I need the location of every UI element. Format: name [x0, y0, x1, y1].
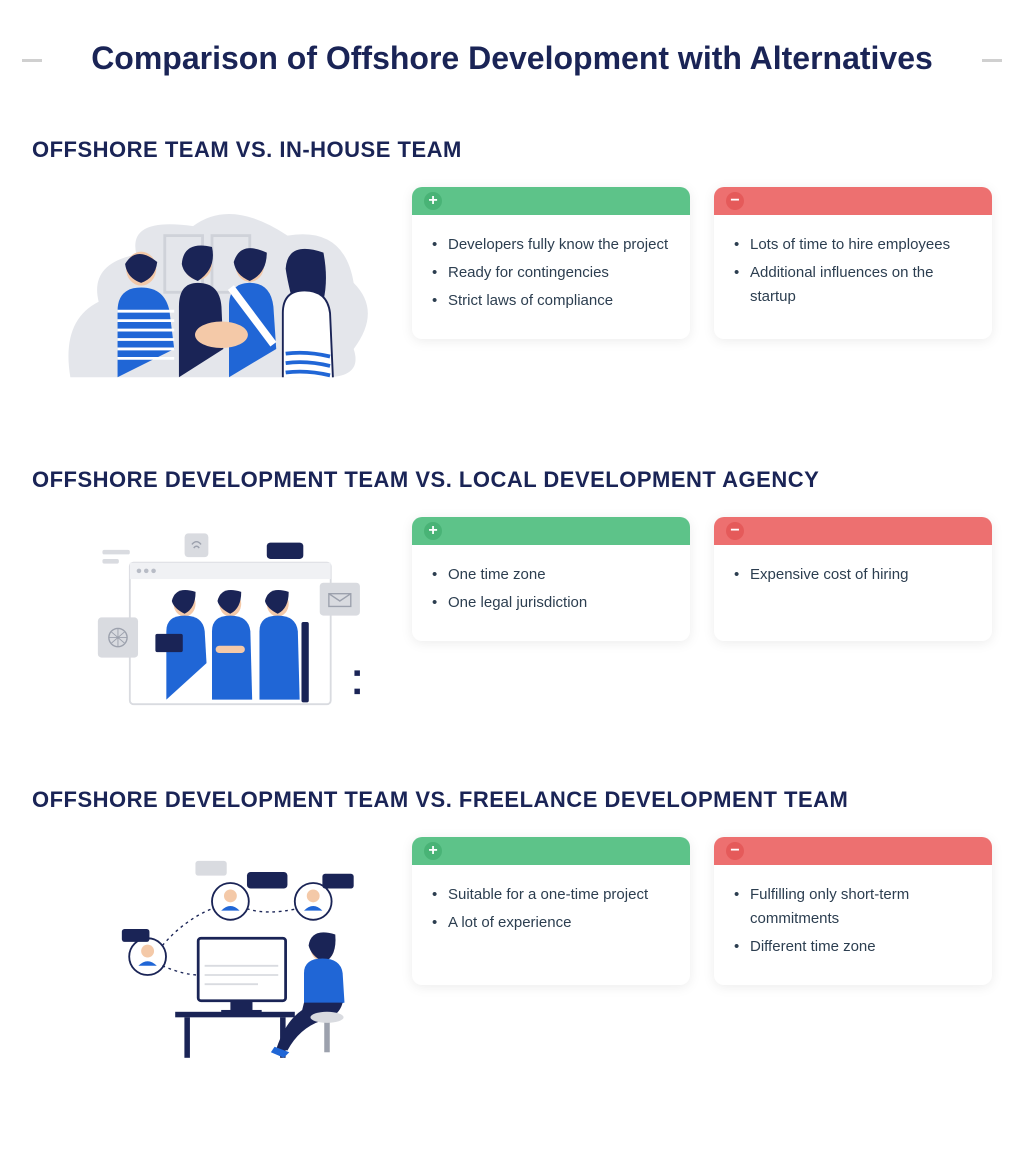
list-item: Expensive cost of hiring — [734, 563, 972, 587]
section-heading: OFFSHORE DEVELOPMENT TEAM VS. FREELANCE … — [32, 787, 992, 813]
page-title: Comparison of Offshore Development with … — [32, 40, 992, 77]
pros-card: + Suitable for a one-time project A lot … — [412, 837, 690, 985]
cons-header: − — [714, 837, 992, 865]
list-item: Strict laws of compliance — [432, 289, 670, 313]
list-item: One legal jurisdiction — [432, 591, 670, 615]
cons-card: − Lots of time to hire employees Additio… — [714, 187, 992, 339]
pros-header: + — [412, 187, 690, 215]
plus-icon: + — [424, 522, 442, 540]
plus-icon: + — [424, 842, 442, 860]
pros-list: One time zone One legal jurisdiction — [432, 563, 670, 615]
section-heading: OFFSHORE TEAM VS. IN-HOUSE TEAM — [32, 137, 992, 163]
list-item: Lots of time to hire employees — [734, 233, 972, 257]
section-freelance: OFFSHORE DEVELOPMENT TEAM VS. FREELANCE … — [32, 787, 992, 1067]
pros-list: Developers fully know the project Ready … — [432, 233, 670, 313]
illustration-freelance-remote — [32, 837, 392, 1067]
section-heading: OFFSHORE DEVELOPMENT TEAM VS. LOCAL DEVE… — [32, 467, 992, 493]
pros-header: + — [412, 837, 690, 865]
list-item: Developers fully know the project — [432, 233, 670, 257]
cons-card: − Expensive cost of hiring — [714, 517, 992, 641]
plus-icon: + — [424, 192, 442, 210]
cons-header: − — [714, 517, 992, 545]
list-item: Suitable for a one-time project — [432, 883, 670, 907]
pros-card: + Developers fully know the project Read… — [412, 187, 690, 339]
illustration-agency-screen — [32, 517, 392, 727]
list-item: Ready for contingencies — [432, 261, 670, 285]
section-local-agency: OFFSHORE DEVELOPMENT TEAM VS. LOCAL DEVE… — [32, 467, 992, 727]
cons-list: Fulfilling only short-term commitments D… — [734, 883, 972, 959]
pros-card: + One time zone One legal jurisdiction — [412, 517, 690, 641]
list-item: Fulfilling only short-term commitments — [734, 883, 972, 931]
pros-list: Suitable for a one-time project A lot of… — [432, 883, 670, 935]
cons-list: Expensive cost of hiring — [734, 563, 972, 587]
minus-icon: − — [726, 522, 744, 540]
list-item: A lot of experience — [432, 911, 670, 935]
list-item: Different time zone — [734, 935, 972, 959]
illustration-team-hands — [32, 187, 392, 407]
pros-header: + — [412, 517, 690, 545]
list-item: Additional influences on the startup — [734, 261, 972, 309]
minus-icon: − — [726, 192, 744, 210]
cons-list: Lots of time to hire employees Additiona… — [734, 233, 972, 309]
cons-header: − — [714, 187, 992, 215]
cons-card: − Fulfilling only short-term commitments… — [714, 837, 992, 985]
list-item: One time zone — [432, 563, 670, 587]
section-inhouse: OFFSHORE TEAM VS. IN-HOUSE TEAM — [32, 137, 992, 407]
minus-icon: − — [726, 842, 744, 860]
